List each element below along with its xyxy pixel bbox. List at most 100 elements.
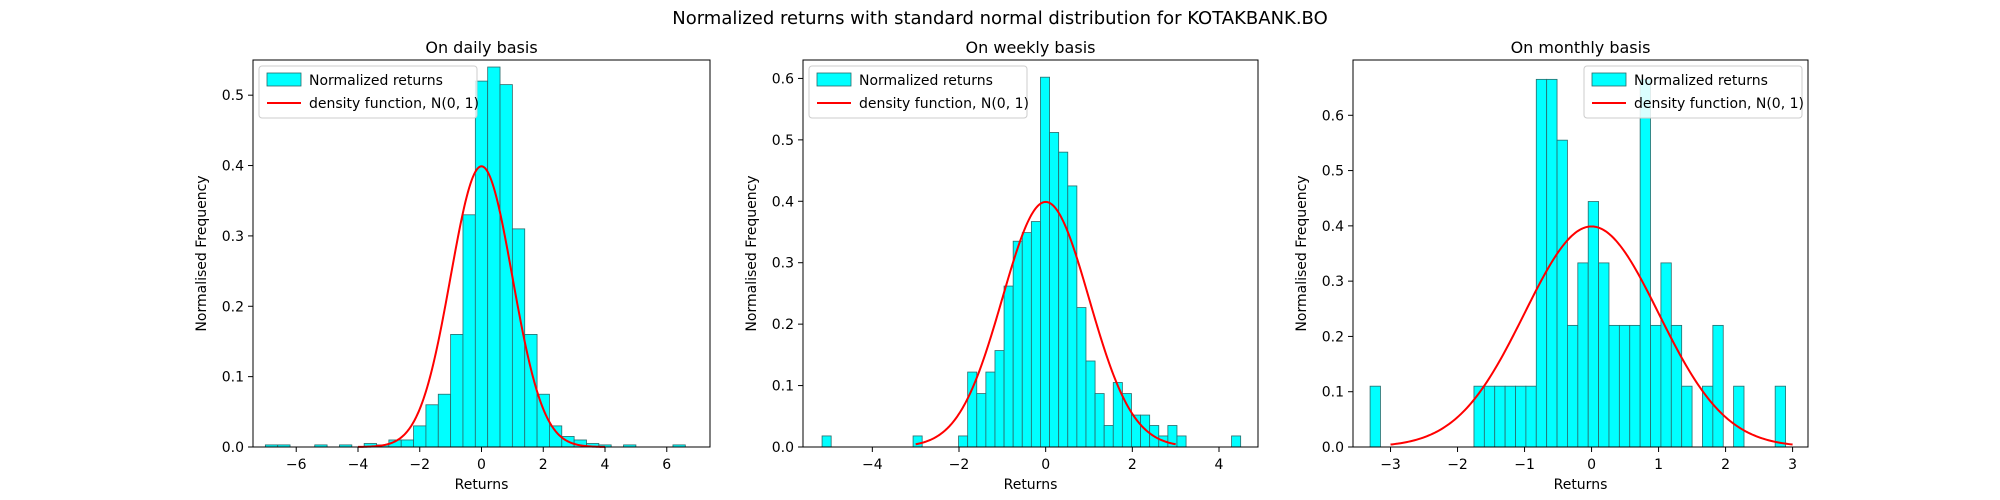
x-tick-label: 0 <box>477 457 486 473</box>
legend-label: density function, N(0, 1) <box>309 96 479 112</box>
legend-label: density function, N(0, 1) <box>859 96 1029 112</box>
y-tick-label: 0.2 <box>1322 329 1344 345</box>
y-tick-label: 0.5 <box>1322 164 1344 180</box>
histogram-bar <box>1021 232 1032 448</box>
histogram-bar <box>1774 385 1786 448</box>
chart-title: On daily basis <box>425 38 537 57</box>
legend-label: Normalized returns <box>1634 73 1768 89</box>
y-tick-label: 0.2 <box>772 317 794 333</box>
histogram-bar <box>1176 435 1187 448</box>
y-tick-label: 0.4 <box>772 194 794 210</box>
y-tick-label: 0.1 <box>222 370 244 386</box>
histogram-bar <box>1040 76 1050 448</box>
x-tick-label: 1 <box>1654 457 1663 473</box>
legend-swatch-bar <box>1591 72 1627 87</box>
density-curve <box>915 200 1176 446</box>
x-tick-label: −2 <box>949 457 970 473</box>
legend-box <box>808 65 1028 119</box>
histogram-bar <box>1618 324 1631 448</box>
histogram-bar <box>1702 385 1714 448</box>
histogram-bar <box>1012 240 1023 448</box>
histogram-bar <box>985 371 996 448</box>
x-tick-label: −6 <box>286 457 307 473</box>
x-tick-label: −2 <box>409 457 430 473</box>
x-axis-label: Returns <box>455 477 509 493</box>
histogram-bar <box>1504 385 1516 448</box>
histogram-bar <box>1733 385 1745 448</box>
histogram-bar <box>1473 385 1485 448</box>
histogram-bar <box>1049 132 1060 448</box>
histogram-bar <box>437 393 452 448</box>
histogram-bar <box>1058 151 1069 448</box>
histogram-bar <box>1494 385 1506 448</box>
x-tick-label: 2 <box>1128 457 1137 473</box>
histogram-bar <box>1483 385 1496 448</box>
x-tick-label: 6 <box>662 457 671 473</box>
histogram-bar <box>1067 185 1078 448</box>
histogram-bar <box>1515 385 1527 448</box>
histogram-bar <box>1577 262 1589 448</box>
histogram-bar <box>1121 393 1132 448</box>
legend-swatch-bar <box>816 72 852 87</box>
histogram-bar <box>487 66 501 448</box>
y-tick-label: 0.6 <box>772 71 794 87</box>
histogram-bar <box>1567 324 1579 448</box>
x-tick-label: 0 <box>1041 457 1050 473</box>
histogram-bar <box>450 334 464 448</box>
histogram-bar <box>1556 139 1568 448</box>
histogram-bar <box>976 393 987 448</box>
x-tick-label: 0 <box>1587 457 1596 473</box>
density-curve <box>357 165 606 448</box>
x-tick-label: 4 <box>1215 457 1224 473</box>
y-tick-label: 0.0 <box>1322 440 1344 456</box>
histogram-bar <box>958 435 969 448</box>
histogram-bar <box>1598 262 1610 448</box>
y-axis-label: Normalised Frequency <box>744 175 760 331</box>
histogram-bar <box>400 439 414 448</box>
histogram-bar <box>1608 324 1620 448</box>
x-axis-label: Returns <box>1554 477 1608 493</box>
y-tick-label: 0.3 <box>222 229 244 245</box>
histogram-bar <box>1639 78 1651 448</box>
histogram-bar <box>1660 262 1672 448</box>
x-tick-label: −4 <box>862 457 883 473</box>
histogram-bar <box>1712 324 1724 448</box>
histogram-bar <box>821 435 832 448</box>
y-axis-label: Normalised Frequency <box>194 175 210 331</box>
legend-label: density function, N(0, 1) <box>1634 96 1804 112</box>
histogram-bar <box>1650 324 1662 448</box>
chart-title: On monthly basis <box>1511 38 1651 57</box>
histogram-bar <box>1085 360 1096 448</box>
histogram-bar <box>425 404 439 448</box>
x-tick-label: 4 <box>601 457 610 473</box>
x-tick-label: 3 <box>1788 457 1797 473</box>
legend-swatch-bar <box>266 72 302 87</box>
y-tick-label: 0.3 <box>772 256 794 272</box>
histogram-bar <box>462 214 476 448</box>
x-tick-label: −3 <box>1380 457 1401 473</box>
histogram-bar <box>1525 385 1537 448</box>
x-tick-label: 2 <box>1721 457 1730 473</box>
y-axis-label: Normalised Frequency <box>1294 175 1310 331</box>
y-tick-label: 0.0 <box>772 440 794 456</box>
histogram-bar <box>1030 221 1041 448</box>
histogram-bar <box>1003 285 1014 448</box>
histogram-bar <box>1231 435 1242 448</box>
histogram-bar <box>1587 201 1599 448</box>
axes-frame <box>802 59 1259 448</box>
y-tick-label: 0.5 <box>222 88 244 104</box>
x-tick-label: −2 <box>1447 457 1468 473</box>
y-tick-label: 0.4 <box>1322 219 1344 235</box>
legend-label: Normalized returns <box>859 73 993 89</box>
legend-label: Normalized returns <box>309 73 443 89</box>
histogram-bar <box>413 425 427 448</box>
histogram-bar <box>474 80 489 448</box>
histogram-bar <box>1629 324 1641 448</box>
y-tick-label: 0.6 <box>1322 108 1344 124</box>
chart-title: On weekly basis <box>966 38 1096 57</box>
legend-box <box>1583 65 1803 119</box>
axes-frame <box>1352 59 1809 448</box>
y-tick-label: 0.5 <box>772 133 794 149</box>
y-tick-label: 0.2 <box>222 299 244 315</box>
